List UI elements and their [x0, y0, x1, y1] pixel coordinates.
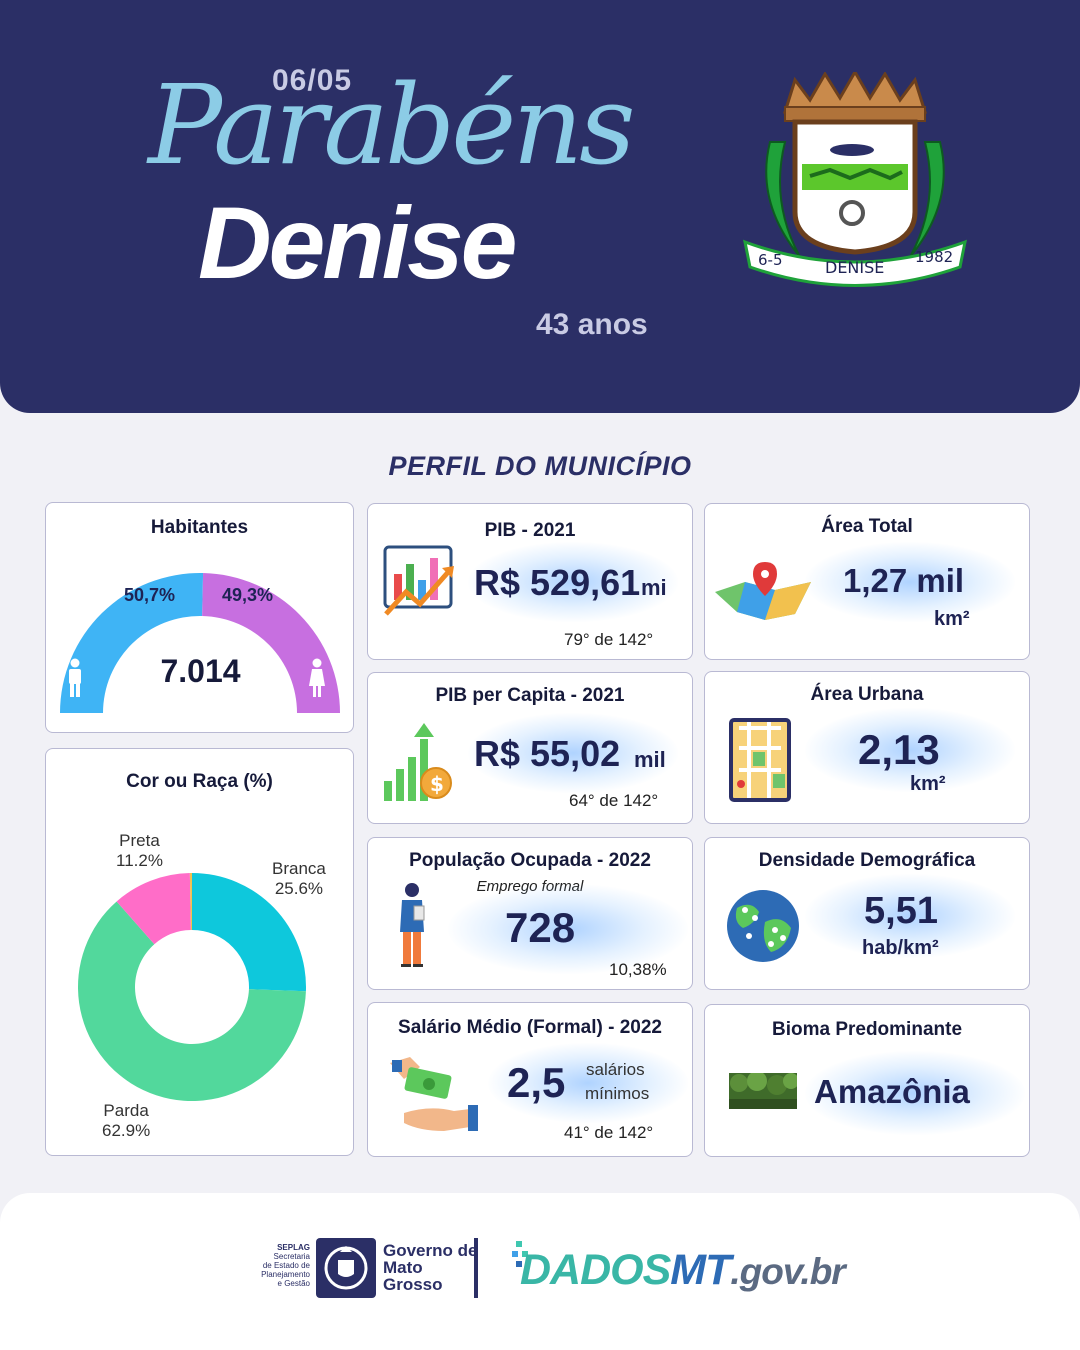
salario-rank: 41° de 142° — [564, 1123, 654, 1142]
area-total-title: Área Total — [821, 516, 913, 537]
donut-slice-parda — [78, 901, 306, 1101]
donut-slice-preta — [116, 873, 191, 945]
gov-line-1: Governo de — [383, 1241, 478, 1260]
forest-icon — [729, 1073, 797, 1109]
area-total-card: Área Total 1,27 mil km² — [704, 503, 1030, 660]
city-map-icon — [729, 718, 791, 802]
bioma-value: Amazônia — [814, 1073, 970, 1110]
densidade-card: Densidade Demográfica 5,51 hab/km² — [704, 837, 1030, 990]
seplag-line-4: Planejamento — [261, 1270, 310, 1279]
crest-right-label: 1982 — [915, 248, 953, 266]
governo-mt-text: Governo de Mato Grosso — [383, 1242, 477, 1293]
raca-donut-chart — [78, 873, 306, 1101]
greeting-script: Parabéns — [148, 61, 636, 189]
densidade-title: Densidade Demográfica — [758, 850, 976, 871]
label-branca-value: 25.6% — [274, 879, 324, 898]
seplag-line-1: SEPLAG — [277, 1243, 310, 1252]
label-branca-name: Branca — [272, 859, 326, 878]
pib-capita-value: R$ 55,02 — [474, 733, 621, 774]
female-percentage: 49,3% — [222, 585, 274, 605]
city-age: 43 anos — [536, 308, 648, 341]
densidade-unit: hab/km² — [862, 937, 939, 959]
dados-logo-part1: DADOS — [520, 1246, 671, 1294]
area-urbana-unit: km² — [910, 773, 946, 795]
label-parda: Parda 62.9% — [102, 1101, 150, 1141]
populacao-title: População Ocupada - 2022 — [409, 850, 651, 871]
bioma-title: Bioma Predominante — [771, 1019, 963, 1040]
populacao-pct: 10,38% — [609, 960, 667, 979]
anniversary-date: 06/05 — [272, 64, 353, 97]
area-total-unit: km² — [934, 608, 970, 630]
raca-title: Cor ou Raça (%) — [126, 771, 273, 792]
label-preta: Preta 11.2% — [116, 831, 163, 871]
header-banner: Parabéns 06/05 Denise 43 anos 6-5 DENISE… — [0, 0, 1080, 413]
salario-title: Salário Médio (Formal) - 2022 — [398, 1017, 662, 1038]
area-urbana-value: 2,13 — [858, 726, 940, 773]
habitantes-total: 7.014 — [160, 653, 241, 689]
money-hand-icon — [390, 1057, 478, 1131]
globe-people-icon — [727, 890, 799, 962]
salario-unit-line2: mínimos — [585, 1084, 650, 1103]
footer-divider — [474, 1238, 478, 1298]
area-urbana-title: Área Urbana — [810, 684, 924, 705]
gauge-male-arc — [60, 573, 204, 713]
bar-chart-growth-icon — [383, 545, 454, 616]
gender-gauge — [60, 573, 340, 713]
city-name: Denise — [198, 186, 517, 300]
map-pin-icon — [715, 562, 811, 620]
crest-left-label: 6-5 — [758, 251, 783, 269]
dados-logo-part2: MT — [670, 1246, 731, 1294]
bioma-card: Bioma Predominante Amazônia — [704, 1004, 1030, 1157]
worker-icon — [400, 883, 425, 967]
dados-mt-logo[interactable]: DADOSMT.gov.br — [520, 1246, 846, 1294]
pib-rank: 79° de 142° — [564, 630, 654, 649]
pib-capita-rank: 64° de 142° — [569, 791, 659, 810]
label-preta-value: 11.2% — [116, 851, 163, 870]
salario-value: 2,5 — [507, 1059, 566, 1106]
male-percentage: 50,7% — [124, 585, 176, 605]
densidade-value: 5,51 — [864, 890, 938, 932]
male-icon — [69, 658, 81, 697]
area-total-value: 1,27 mil — [843, 562, 965, 599]
pib-capita-card: PIB per Capita - 2021 $ R$ 55,02 mil 64°… — [367, 672, 693, 824]
pib-capita-title: PIB per Capita - 2021 — [435, 685, 625, 706]
salario-unit-line1: salários — [586, 1060, 645, 1079]
habitantes-title: Habitantes — [150, 517, 249, 538]
label-preta-name: Preta — [119, 831, 160, 850]
pib-card: PIB - 2021 R$ 529,61 mi 79° de 142° — [367, 503, 693, 660]
gov-line-2: Mato — [383, 1258, 423, 1277]
label-parda-name: Parda — [103, 1101, 149, 1120]
dados-logo-part3: .gov.br — [730, 1251, 845, 1292]
pib-capita-unit: mil — [634, 747, 666, 772]
crest-center-label: DENISE — [825, 258, 884, 277]
section-title: PERFIL DO MUNICÍPIO — [388, 451, 692, 481]
growth-coin-icon: $ — [384, 723, 452, 801]
pib-unit: mi — [641, 575, 667, 600]
seplag-line-5: e Gestão — [277, 1279, 310, 1288]
dados-pixel-icon — [512, 1241, 528, 1267]
label-branca: Branca 25.6% — [272, 859, 326, 899]
donut-slice-outros — [189, 873, 192, 931]
footer: SEPLAG Secretaria de Estado de Planejame… — [0, 1193, 1080, 1350]
label-parda-value: 62.9% — [102, 1121, 151, 1140]
mato-grosso-seal-icon — [316, 1238, 376, 1298]
gauge-female-arc — [202, 573, 340, 713]
populacao-card: População Ocupada - 2022 Emprego formal … — [367, 837, 693, 990]
area-urbana-card: Área Urbana 2,13 km² — [704, 671, 1030, 824]
pib-title: PIB - 2021 — [484, 520, 576, 541]
svg-text:$: $ — [430, 772, 444, 796]
city-crest-icon: 6-5 DENISE 1982 — [743, 72, 967, 287]
raca-card: Cor ou Raça (%) Preta 11.2% Branca 25.6%… — [45, 748, 354, 1156]
populacao-value: 728 — [505, 904, 576, 951]
habitantes-card: Habitantes 50,7% 49,3% 7.014 — [45, 502, 354, 733]
gov-line-3: Grosso — [383, 1275, 443, 1294]
seplag-logo-text: SEPLAG Secretaria de Estado de Planejame… — [250, 1243, 310, 1288]
pib-value: R$ 529,61 — [474, 562, 641, 603]
seplag-line-3: de Estado de — [262, 1261, 310, 1270]
donut-slice-branca — [192, 873, 306, 992]
salario-card: Salário Médio (Formal) - 2022 2,5 salári… — [367, 1002, 693, 1157]
female-icon — [309, 658, 325, 697]
seplag-line-2: Secretaria — [273, 1252, 310, 1261]
